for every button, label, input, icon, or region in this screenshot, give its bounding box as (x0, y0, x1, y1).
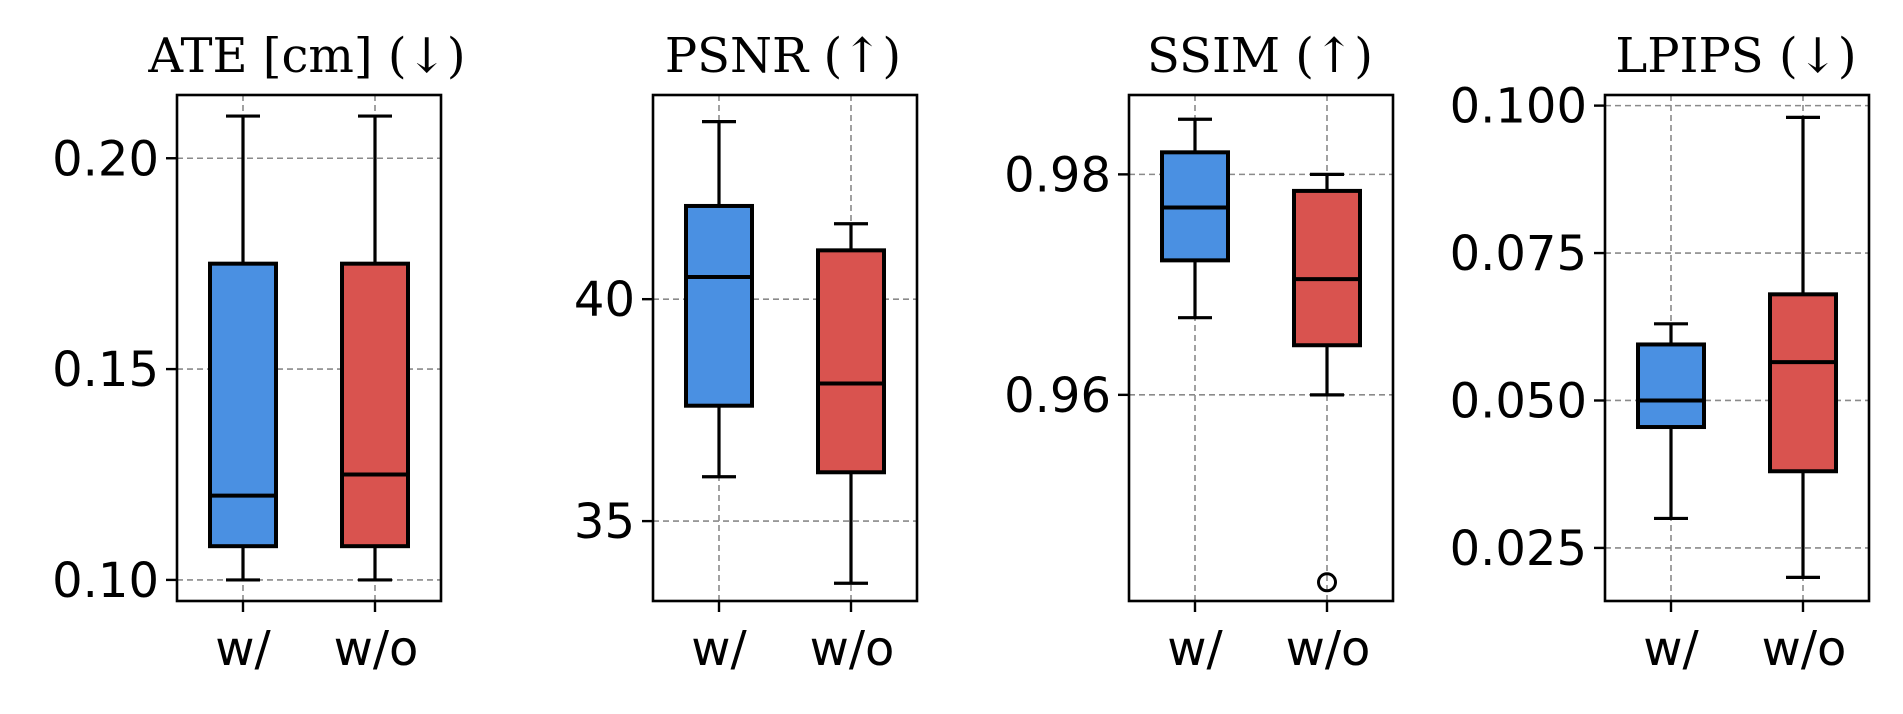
ate-xtick-with: w/ (215, 621, 271, 677)
ssim-xtick-without: w/o (1286, 621, 1371, 677)
ssim-xtick-with: w/ (1167, 621, 1223, 677)
ssim-ytick-label-0: 0.96 (1004, 368, 1111, 424)
psnr-panel: PSNR (↑) 35 40 w/ w/o (574, 28, 919, 677)
lpips-xtick-with: w/ (1643, 621, 1699, 677)
ate-axes-frame (175, 93, 443, 603)
psnr-ytick-label-0: 35 (574, 494, 635, 550)
psnr-axes-frame (651, 93, 919, 603)
lpips-title: LPIPS (↓) (1615, 28, 1856, 84)
ate-panel: ATE [cm] (↓) 0.10 0.15 0.20 w/ w/o (52, 28, 465, 677)
ssim-panel: SSIM (↑) 0.96 0.98 w/ w/o (1004, 28, 1395, 677)
lpips-axes-frame (1603, 93, 1871, 603)
psnr-xtick-with: w/ (691, 621, 747, 677)
lpips-ytick-label-1: 0.050 (1450, 373, 1587, 429)
lpips-without-box (1768, 292, 1838, 474)
ssim-title: SSIM (↑) (1147, 28, 1373, 84)
psnr-with-box (684, 203, 754, 408)
lpips-ytick-label-3: 0.100 (1450, 79, 1587, 135)
ate-ytick-label-1: 0.15 (52, 342, 159, 398)
lpips-xtick-without: w/o (1762, 621, 1847, 677)
psnr-ytick-label-1: 40 (574, 272, 635, 328)
ate-ytick-label-2: 0.20 (52, 131, 159, 187)
ssim-ytick-label-1: 0.98 (1004, 147, 1111, 203)
ssim-without-outlier-0 (1317, 572, 1337, 593)
ssim-without-box (1292, 188, 1362, 348)
psnr-xtick-without: w/o (810, 621, 895, 677)
ssim-axes-frame (1127, 93, 1395, 603)
ate-title: ATE [cm] (↓) (147, 28, 465, 84)
psnr-title: PSNR (↑) (665, 28, 901, 84)
ate-without-box (340, 261, 410, 549)
lpips-ytick-label-2: 0.075 (1450, 226, 1587, 282)
lpips-with-box (1636, 342, 1706, 430)
lpips-ytick-label-0: 0.025 (1450, 521, 1587, 577)
lpips-panel: LPIPS (↓) 0.025 0.050 0.075 0.100 w/ w/o (1450, 28, 1871, 677)
ate-with-box (208, 261, 278, 549)
psnr-without-box (816, 248, 886, 475)
ate-xtick-without: w/o (334, 621, 419, 677)
ate-ytick-label-0: 0.10 (52, 553, 159, 609)
